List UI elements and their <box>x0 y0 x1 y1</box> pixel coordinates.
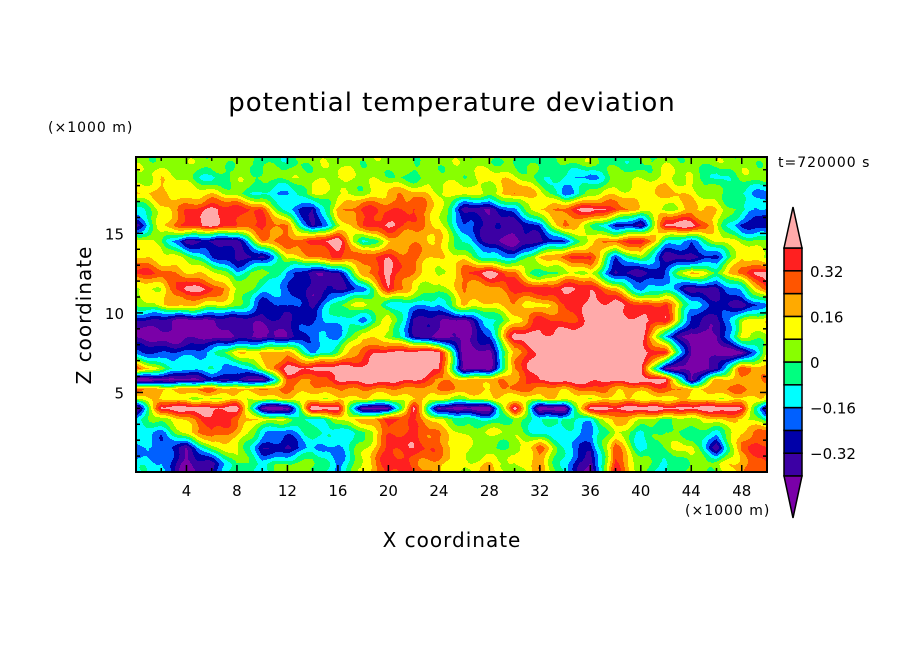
x-tick-label: 24 <box>429 482 448 500</box>
colorbar-label: −0.32 <box>810 445 856 463</box>
x-axis-unit-label: (×1000 m) <box>685 503 771 519</box>
x-tick-label: 12 <box>278 482 297 500</box>
colorbar-box <box>783 315 803 340</box>
x-tick-label: 28 <box>480 482 499 500</box>
x-tick-label: 20 <box>379 482 398 500</box>
colorbar-box <box>783 384 803 409</box>
colorbar-extend-top <box>783 206 803 249</box>
colorbar-box <box>783 429 803 454</box>
colorbar-box <box>783 361 803 386</box>
colorbar-box <box>783 270 803 295</box>
y-tick-label: 10 <box>105 305 124 323</box>
y-tick-label: 15 <box>105 225 124 243</box>
colorbar-label: 0.16 <box>810 308 843 326</box>
colorbar-label: 0.32 <box>810 263 843 281</box>
plot-frame <box>135 156 768 473</box>
y-tick-label: 5 <box>114 384 124 402</box>
colorbar-extend-bottom <box>783 475 803 519</box>
x-tick-label: 36 <box>581 482 600 500</box>
chart-title: potential temperature deviation <box>228 88 676 118</box>
colorbar-box <box>783 247 803 272</box>
x-tick-label: 8 <box>232 482 242 500</box>
colorbar-box <box>783 292 803 318</box>
colorbar-box <box>783 452 803 477</box>
contour-field <box>136 157 767 472</box>
x-tick-label: 40 <box>631 482 650 500</box>
colorbar-label: −0.16 <box>810 400 856 418</box>
x-tick-label: 44 <box>682 482 701 500</box>
y-axis-unit-label: (×1000 m) <box>48 120 134 136</box>
time-label: t=720000 s <box>778 155 871 171</box>
colorbar-box <box>783 406 803 432</box>
x-tick-label: 32 <box>530 482 549 500</box>
x-tick-label: 48 <box>732 482 751 500</box>
x-axis-label: X coordinate <box>382 528 522 552</box>
x-tick-label: 4 <box>182 482 192 500</box>
x-tick-label: 16 <box>328 482 347 500</box>
colorbar-box <box>783 338 803 363</box>
colorbar-label: 0 <box>810 354 820 372</box>
